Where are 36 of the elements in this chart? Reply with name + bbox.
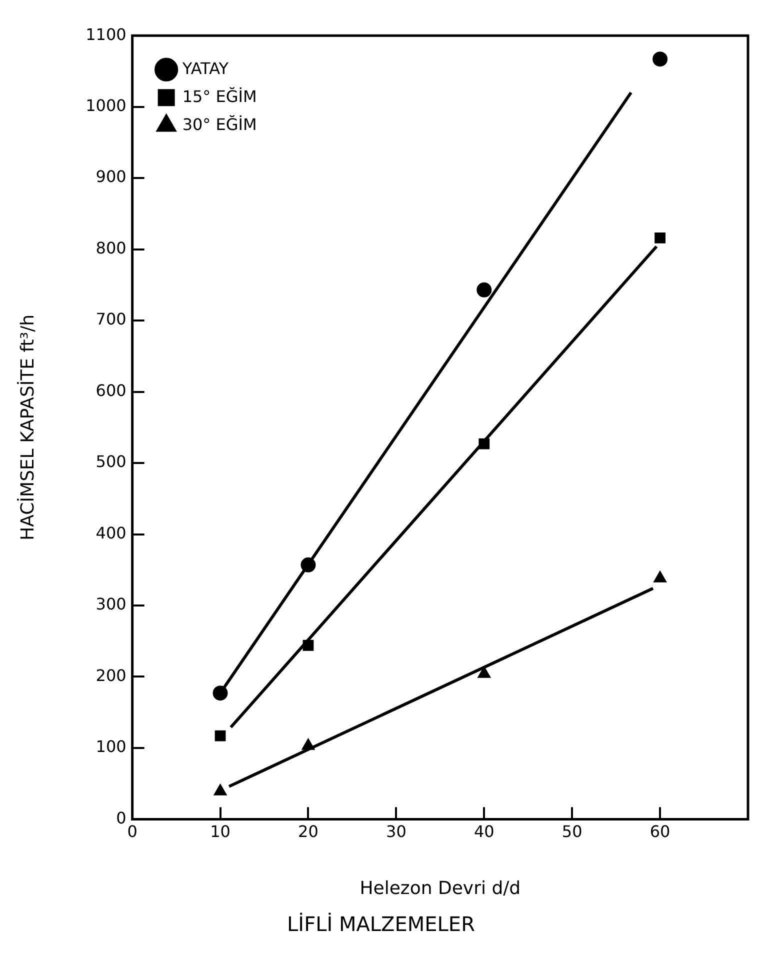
y-tick-label: 200 <box>96 666 126 685</box>
point <box>654 232 666 244</box>
y-tick-label: 100 <box>96 737 126 756</box>
point <box>214 730 226 742</box>
point <box>476 282 492 298</box>
x-tick-label: 10 <box>210 822 230 841</box>
y-tick-label: 600 <box>96 380 126 400</box>
legend-label: 15° EĞİM <box>182 86 257 106</box>
point <box>652 52 668 67</box>
y-tick-label: 1000 <box>86 96 126 115</box>
x-tick-label: 40 <box>474 822 494 841</box>
y-tick-label: 700 <box>96 310 126 329</box>
text: LİFLİ MALZEMELER <box>287 912 476 936</box>
y-tick-label: 300 <box>96 594 126 614</box>
x-tick-label: 50 <box>562 822 582 841</box>
point <box>302 640 314 651</box>
x-axis-title: Helezon Devri d/d <box>360 878 521 899</box>
y-tick-label: 900 <box>96 167 126 186</box>
legend-label: YATAY <box>181 58 229 78</box>
point <box>212 686 228 701</box>
point <box>653 570 667 582</box>
point <box>478 438 490 450</box>
y-axis-title: HACİMSEL KAPASİTE ft³/h <box>16 314 38 540</box>
point <box>300 557 316 572</box>
y-tick-label: 1100 <box>86 24 126 44</box>
y-tick-label: 400 <box>96 523 126 542</box>
point <box>478 666 491 678</box>
y-tick-label: 800 <box>96 238 126 258</box>
y-tick-label: 0 <box>116 808 126 828</box>
point <box>214 784 227 796</box>
x-tick-label: 20 <box>298 822 318 841</box>
x-tick-label: 30 <box>386 822 406 841</box>
point <box>302 738 315 750</box>
x-tick-label: 60 <box>650 822 670 841</box>
y-tick-label: 500 <box>96 452 126 472</box>
legend-label: 30° EĞİM <box>182 114 257 134</box>
